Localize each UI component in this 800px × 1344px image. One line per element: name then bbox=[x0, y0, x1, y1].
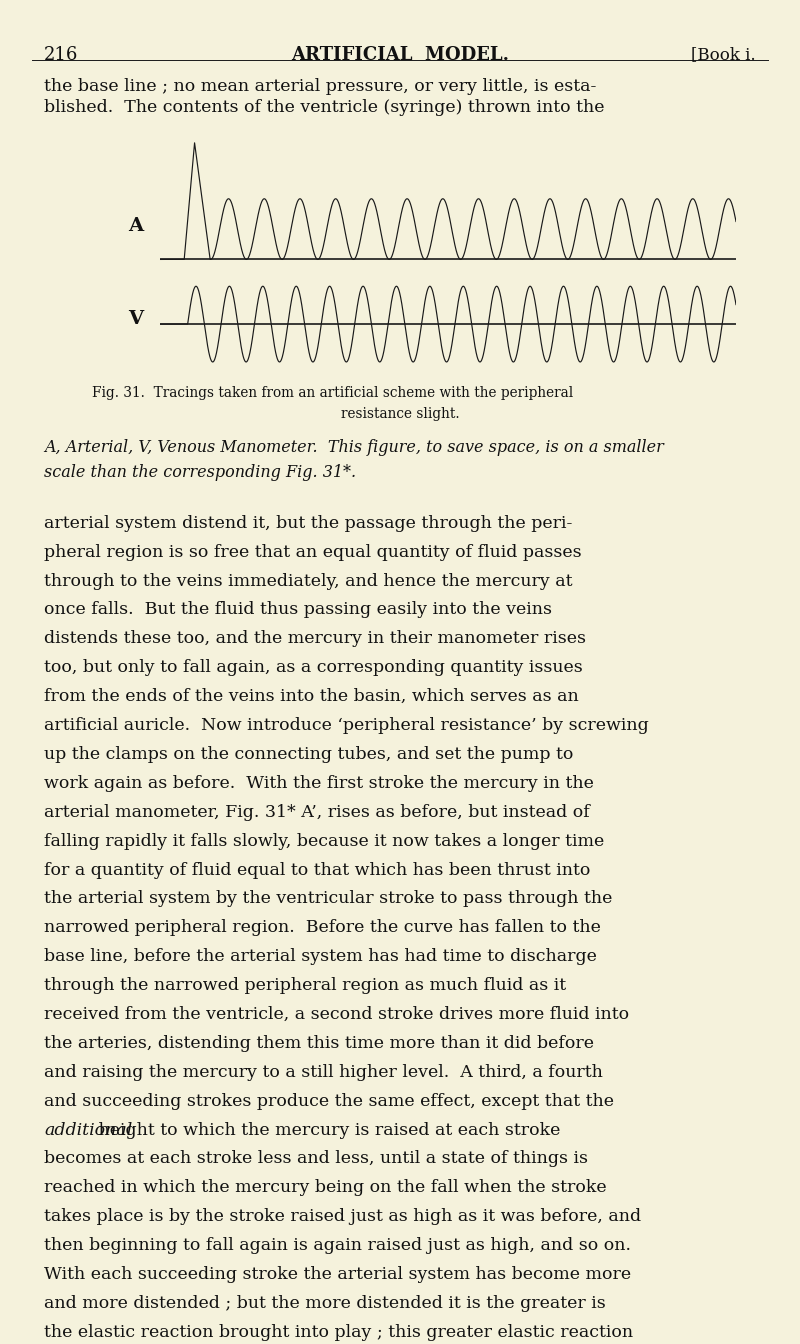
Text: blished.  The contents of the ventricle (syringe) thrown into the: blished. The contents of the ventricle (… bbox=[44, 99, 605, 117]
Text: height to which the mercury is raised at each stroke: height to which the mercury is raised at… bbox=[93, 1121, 560, 1138]
Text: from the ends of the veins into the basin, which serves as an: from the ends of the veins into the basi… bbox=[44, 688, 578, 706]
Text: received from the ventricle, a second stroke drives more fluid into: received from the ventricle, a second st… bbox=[44, 1007, 629, 1023]
Text: too, but only to fall again, as a corresponding quantity issues: too, but only to fall again, as a corres… bbox=[44, 660, 582, 676]
Text: the arterial system by the ventricular stroke to pass through the: the arterial system by the ventricular s… bbox=[44, 891, 612, 907]
Text: once falls.  But the fluid thus passing easily into the veins: once falls. But the fluid thus passing e… bbox=[44, 602, 552, 618]
Text: base line, before the arterial system has had time to discharge: base line, before the arterial system ha… bbox=[44, 949, 597, 965]
Text: through the narrowed peripheral region as much fluid as it: through the narrowed peripheral region a… bbox=[44, 977, 566, 995]
Text: distends these too, and the mercury in their manometer rises: distends these too, and the mercury in t… bbox=[44, 630, 586, 648]
Text: through to the veins immediately, and hence the mercury at: through to the veins immediately, and he… bbox=[44, 573, 573, 590]
Text: falling rapidly it falls slowly, because it now takes a longer time: falling rapidly it falls slowly, because… bbox=[44, 833, 604, 849]
Text: ARTIFICIAL  MODEL.: ARTIFICIAL MODEL. bbox=[291, 46, 509, 63]
Text: becomes at each stroke less and less, until a state of things is: becomes at each stroke less and less, un… bbox=[44, 1150, 588, 1168]
Text: Fig. 31.  Tracings taken from an artificial scheme with the peripheral: Fig. 31. Tracings taken from an artifici… bbox=[92, 386, 574, 399]
Text: narrowed peripheral region.  Before the curve has fallen to the: narrowed peripheral region. Before the c… bbox=[44, 919, 601, 937]
Text: additional: additional bbox=[44, 1121, 132, 1138]
Text: and succeeding strokes produce the same effect, except that the: and succeeding strokes produce the same … bbox=[44, 1093, 614, 1110]
Text: scale than the corresponding Fig. 31*.: scale than the corresponding Fig. 31*. bbox=[44, 464, 356, 481]
Text: reached in which the mercury being on the fall when the stroke: reached in which the mercury being on th… bbox=[44, 1180, 606, 1196]
Text: A, Arterial, V, Venous Manometer.  This figure, to save space, is on a smaller: A, Arterial, V, Venous Manometer. This f… bbox=[44, 439, 664, 457]
Text: and more distended ; but the more distended it is the greater is: and more distended ; but the more disten… bbox=[44, 1296, 606, 1312]
Text: the arteries, distending them this time more than it did before: the arteries, distending them this time … bbox=[44, 1035, 594, 1052]
Text: artificial auricle.  Now introduce ‘peripheral resistance’ by screwing: artificial auricle. Now introduce ‘perip… bbox=[44, 718, 649, 734]
Text: arterial manometer, Fig. 31* A’, rises as before, but instead of: arterial manometer, Fig. 31* A’, rises a… bbox=[44, 804, 590, 821]
Text: the base line ; no mean arterial pressure, or very little, is esta-: the base line ; no mean arterial pressur… bbox=[44, 78, 596, 95]
Text: [Book i.: [Book i. bbox=[691, 46, 756, 63]
Text: the elastic reaction brought into play ; this greater elastic reaction: the elastic reaction brought into play ;… bbox=[44, 1324, 633, 1341]
Text: up the clamps on the connecting tubes, and set the pump to: up the clamps on the connecting tubes, a… bbox=[44, 746, 574, 763]
Text: A: A bbox=[128, 218, 143, 235]
Text: work again as before.  With the first stroke the mercury in the: work again as before. With the first str… bbox=[44, 775, 594, 792]
Text: arterial system distend it, but the passage through the peri-: arterial system distend it, but the pass… bbox=[44, 515, 572, 532]
Text: takes place is by the stroke raised just as high as it was before, and: takes place is by the stroke raised just… bbox=[44, 1208, 641, 1226]
Text: V: V bbox=[128, 309, 143, 328]
Text: for a quantity of fluid equal to that which has been thrust into: for a quantity of fluid equal to that wh… bbox=[44, 862, 590, 879]
Text: pheral region is so free that an equal quantity of fluid passes: pheral region is so free that an equal q… bbox=[44, 544, 582, 560]
Text: and raising the mercury to a still higher level.  A third, a fourth: and raising the mercury to a still highe… bbox=[44, 1064, 603, 1081]
Text: With each succeeding stroke the arterial system has become more: With each succeeding stroke the arterial… bbox=[44, 1266, 631, 1284]
Text: then beginning to fall again is again raised just as high, and so on.: then beginning to fall again is again ra… bbox=[44, 1238, 631, 1254]
Text: 216: 216 bbox=[44, 46, 78, 63]
Text: resistance slight.: resistance slight. bbox=[341, 407, 459, 421]
